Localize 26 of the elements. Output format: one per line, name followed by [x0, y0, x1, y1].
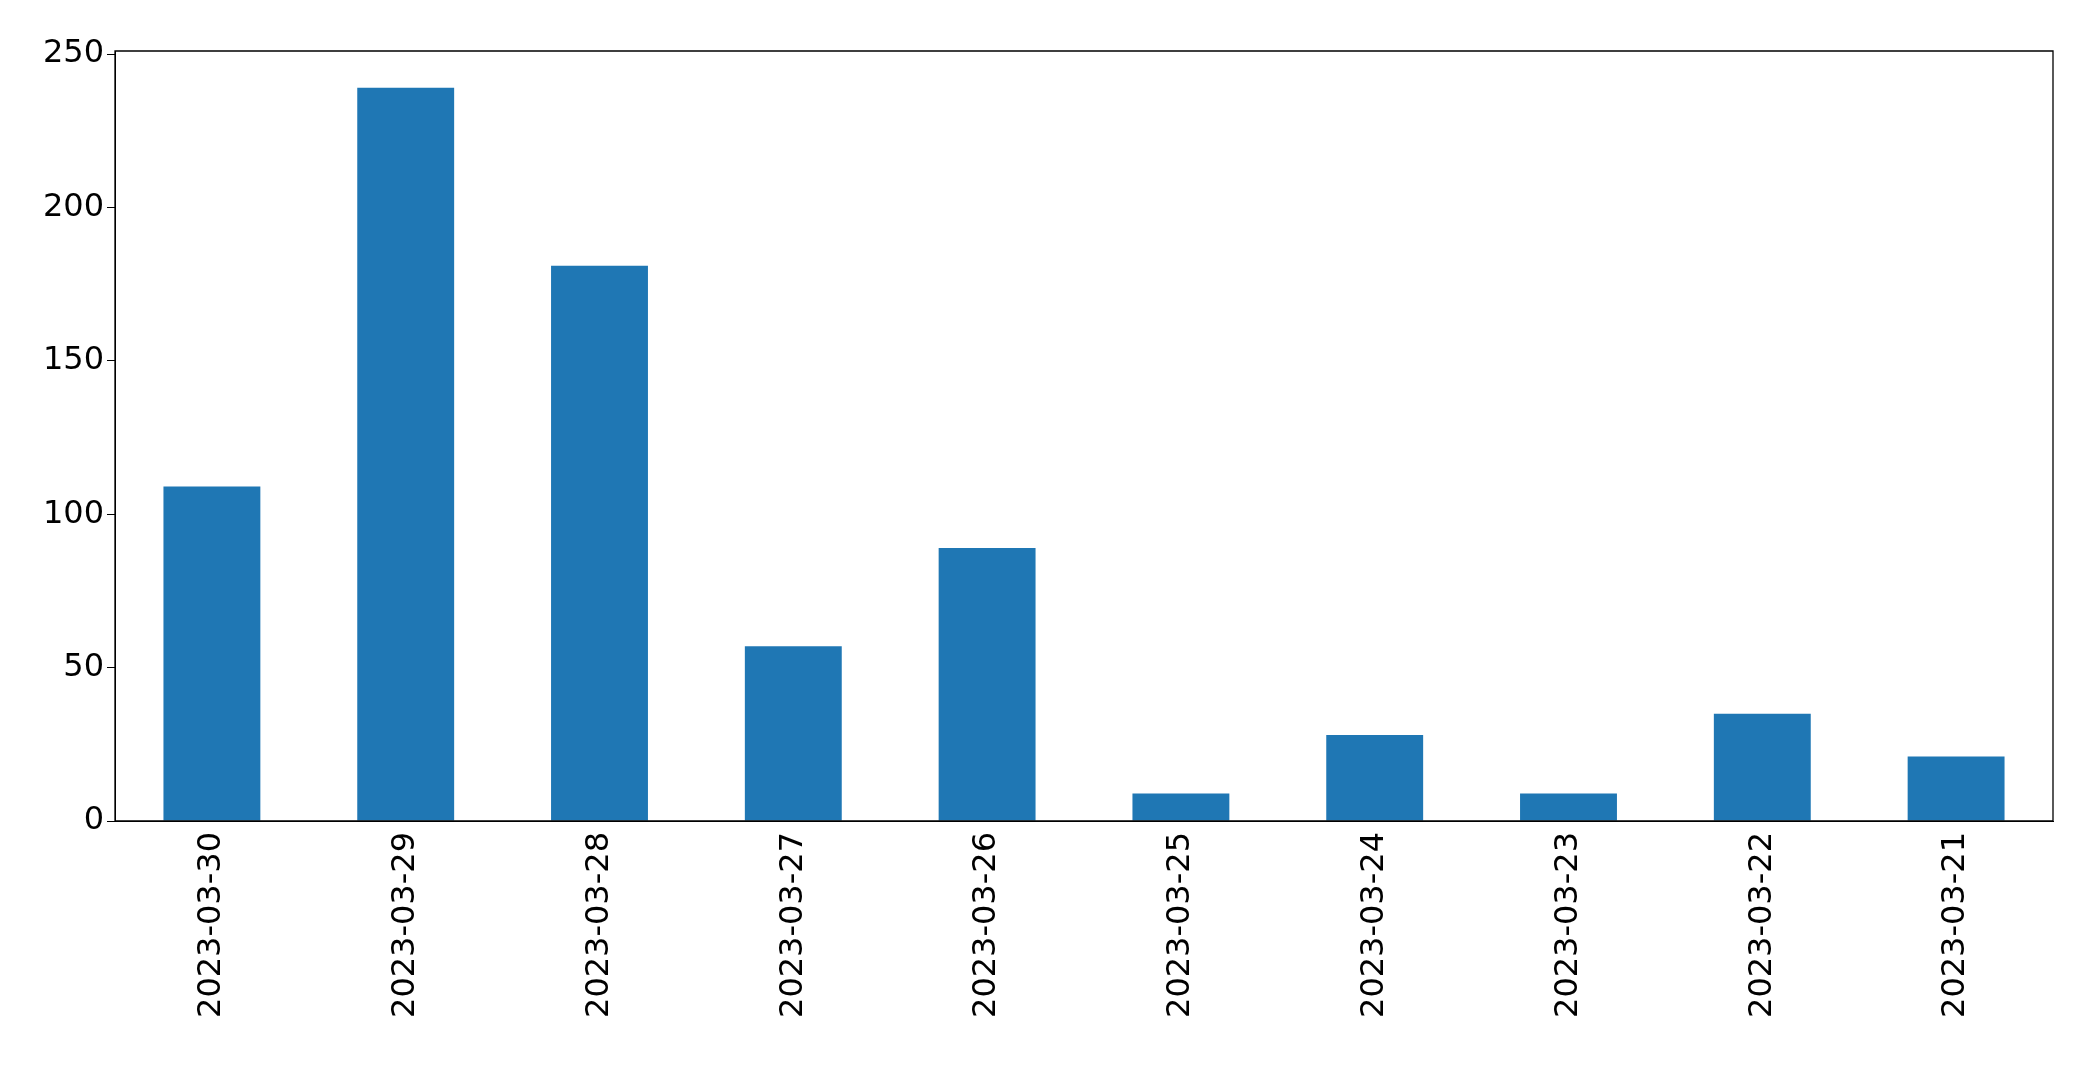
- bar: [357, 87, 455, 821]
- y-tick-label: 50: [63, 645, 104, 684]
- bar: [163, 486, 261, 821]
- x-tick-label: 2023-03-29: [384, 832, 423, 1018]
- x-tick-label: 2023-03-27: [771, 832, 810, 1018]
- y-tick-label: 250: [42, 32, 104, 71]
- y-tick-label: 0: [83, 799, 104, 838]
- x-tick-label: 2023-03-30: [190, 832, 229, 1018]
- x-tick-label: 2023-03-25: [1159, 832, 1198, 1018]
- y-tick-label: 150: [42, 339, 104, 378]
- x-tick-label: 2023-03-23: [1546, 832, 1585, 1018]
- bar: [744, 646, 842, 821]
- x-tick-label: 2023-03-26: [965, 832, 1004, 1018]
- bar: [938, 547, 1036, 821]
- y-tick-label: 100: [42, 492, 104, 531]
- x-tick-label: 2023-03-28: [577, 832, 616, 1018]
- x-tick-label: 2023-03-21: [1934, 832, 1973, 1018]
- y-tick-label: 200: [42, 185, 104, 224]
- bar: [551, 265, 648, 821]
- bar: [1907, 756, 2005, 821]
- bar: [1520, 793, 1617, 821]
- x-tick-label: 2023-03-24: [1353, 832, 1392, 1018]
- bar: [1326, 735, 1424, 821]
- x-tick-label: 2023-03-22: [1740, 832, 1779, 1018]
- bar: [1132, 793, 1230, 821]
- bar: [1713, 713, 1811, 821]
